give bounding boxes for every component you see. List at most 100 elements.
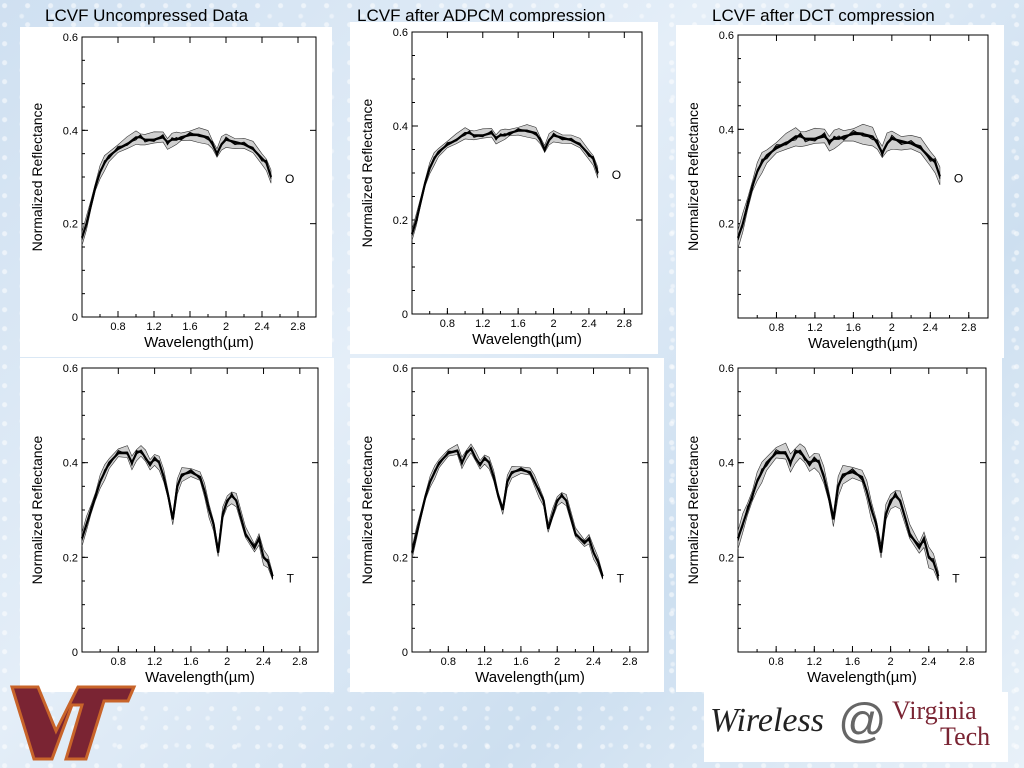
series-line [736,449,940,577]
series-marker-label: T [287,571,295,585]
series-marker-label: O [285,172,294,186]
chart-dct-o: 0.8 1.2 1.6 2 2.4 2.8 0.2 0.4 0.6 Wavelength(µm) N… [676,25,1004,358]
title-adpcm: LCVF after ADPCM compression [357,6,606,25]
y-axis-label: Normalized Reflectance [685,102,701,251]
plot-frame [737,34,989,319]
chart-adpcm-t: 0.8 1.2 1.6 2 2.4 2.8 0 0.2 0.4 0.6 Wavelength(µm)… [350,358,664,692]
x-tick-label: 2.4 [581,318,596,330]
series-line [737,448,939,580]
series-envelope [411,443,603,580]
x-tick-label: 2.8 [292,656,307,668]
x-tick-label: 2 [888,656,894,668]
chart-svg: 0.8 1.2 1.6 2 2.4 2.8 0 0.2 0.4 0.6 Wavelength(µm)… [29,363,319,686]
series-line [411,448,604,578]
x-tick-label: 2 [554,656,560,668]
wireless-virginia-tech-logo: Wireless @ Virginia Tech [704,692,1008,762]
series-line [411,449,604,579]
vt-logo-icon: VT [9,685,137,761]
series-marker-label: O [954,172,963,186]
x-tick-label: 1.6 [845,656,860,668]
x-tick-label: 1.2 [477,656,492,668]
series-line [80,133,273,239]
chart-svg: 0.8 1.2 1.6 2 2.4 2.8 0.2 0.4 0.6 Wavelength(µm) N… [685,363,987,686]
x-tick-label: 2.4 [254,321,269,333]
y-tick-label: 0.4 [63,458,78,470]
logo-tech-text: Tech [940,722,991,751]
series-line [737,450,939,578]
x-tick-label: 1.2 [475,318,490,330]
y-tick-label: 0.6 [393,363,408,375]
series-line [410,446,604,577]
y-tick-label: 0.6 [63,32,78,44]
x-tick-label: 2.4 [923,322,938,334]
series-marker-label: O [612,168,621,182]
series-line [411,448,604,579]
x-axis-label: Wavelength(µm) [807,669,917,686]
y-axis-label: Normalized Reflectance [359,435,375,584]
chart-uncompressed-o: 0.8 1.2 1.6 2 2.4 2.8 0 0.2 0.4 0.6 Wavelength(µm)… [20,27,332,357]
chart-svg: 0.8 1.2 1.6 2 2.4 2.8 0 0.2 0.4 0.6 Wavelength(µm)… [29,32,317,351]
x-tick-label: 0.8 [110,321,125,333]
series-line [411,129,599,235]
x-tick-label: 1.6 [846,322,861,334]
y-tick-label: 0 [72,647,78,659]
y-axis-label: Normalized Reflectance [685,435,701,584]
y-tick-label: 0.2 [393,215,408,227]
x-tick-label: 2.8 [961,322,976,334]
series-line [737,129,941,241]
x-axis-label: Wavelength(µm) [808,335,918,352]
y-axis-label: Normalized Reflectance [29,102,45,251]
series-marker-label: T [952,571,960,585]
series-line [411,129,599,236]
series-line [737,132,941,238]
y-tick-label: 0.2 [63,552,78,564]
logo-wireless-text: Wireless [710,702,824,739]
x-tick-label: 2.8 [617,318,632,330]
x-tick-label: 1.2 [146,321,161,333]
chart-dct-t: 0.8 1.2 1.6 2 2.4 2.8 0.2 0.4 0.6 Wavelength(µm) N… [676,358,1002,692]
series-line [81,449,274,579]
series-marker-label: T [617,571,625,585]
series-envelope [737,442,939,582]
x-tick-label: 2.8 [290,321,305,333]
x-tick-label: 2 [224,656,230,668]
x-tick-label: 0.8 [441,656,456,668]
x-tick-label: 2.4 [921,656,936,668]
y-tick-label: 0.6 [63,363,78,375]
x-tick-label: 2.8 [622,656,637,668]
y-tick-label: 0.6 [719,363,734,375]
plot-frame [81,36,317,318]
series-envelope [411,124,599,241]
chart-svg: 0.8 1.2 1.6 2 2.4 2.8 0.2 0.4 0.6 Wavelength(µm) N… [685,30,989,352]
chart-uncompressed-t: 0.8 1.2 1.6 2 2.4 2.8 0 0.2 0.4 0.6 Wavelength(µm)… [20,358,334,692]
x-tick-label: 2 [223,321,229,333]
plot-frame [411,31,643,315]
series-line [81,131,272,240]
y-tick-label: 0 [72,312,78,324]
x-tick-label: 1.2 [807,656,822,668]
series-line [737,450,939,578]
x-tick-label: 0.8 [769,656,784,668]
x-tick-label: 2 [889,322,895,334]
x-tick-label: 2.8 [959,656,974,668]
plot-frame [81,367,319,653]
logo-virginia-text: Virginia [892,696,977,725]
series-line [411,447,604,578]
y-tick-label: 0.2 [719,552,734,564]
x-tick-label: 2.4 [586,656,601,668]
x-axis-label: Wavelength(µm) [144,334,254,351]
series-envelope [737,123,941,249]
x-axis-label: Wavelength(µm) [145,669,255,686]
y-tick-label: 0.6 [719,30,734,42]
x-axis-label: Wavelength(µm) [472,331,582,348]
y-axis-label: Normalized Reflectance [29,435,45,584]
y-tick-label: 0.4 [393,458,408,470]
y-tick-label: 0 [402,647,408,659]
y-tick-label: 0.2 [719,219,734,231]
series-line [737,449,939,580]
series-line [411,129,599,235]
x-tick-label: 0.8 [440,318,455,330]
x-tick-label: 1.6 [183,656,198,668]
x-tick-label: 1.6 [513,656,528,668]
y-tick-label: 0.4 [393,121,408,133]
